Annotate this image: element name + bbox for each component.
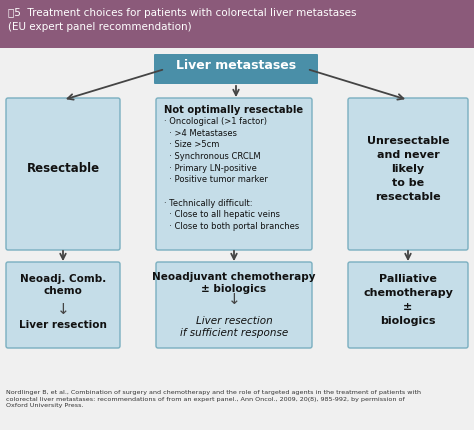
Text: Liver resection
if sufficient response: Liver resection if sufficient response [180, 316, 288, 338]
Text: (EU expert panel recommendation): (EU expert panel recommendation) [8, 22, 191, 32]
Text: Liver resection: Liver resection [19, 320, 107, 330]
Text: Nordlinger B, et al., Combination of surgery and chemotherapy and the role of ta: Nordlinger B, et al., Combination of sur… [6, 390, 421, 408]
Text: 围5  Treatment choices for patients with colorectal liver metastases: 围5 Treatment choices for patients with c… [8, 8, 356, 18]
FancyBboxPatch shape [6, 262, 120, 348]
Text: Resectable: Resectable [27, 163, 100, 175]
FancyBboxPatch shape [348, 262, 468, 348]
Text: Not optimally resectable: Not optimally resectable [164, 105, 303, 115]
Text: Liver metastases: Liver metastases [176, 59, 296, 72]
FancyBboxPatch shape [6, 98, 120, 250]
Text: Unresectable
and never
likely
to be
resectable: Unresectable and never likely to be rese… [367, 136, 449, 202]
Text: Neoadj. Comb.
chemo: Neoadj. Comb. chemo [20, 274, 106, 296]
FancyBboxPatch shape [156, 98, 312, 250]
Text: Neoadjuvant chemotherapy
± biologics: Neoadjuvant chemotherapy ± biologics [152, 272, 316, 295]
Text: · Oncological (>1 factor)
  · >4 Metastases
  · Size >5cm
  · Synchronous CRCLM
: · Oncological (>1 factor) · >4 Metastase… [164, 117, 299, 231]
FancyBboxPatch shape [154, 54, 318, 84]
FancyBboxPatch shape [156, 262, 312, 348]
Text: ↓: ↓ [228, 292, 240, 307]
FancyBboxPatch shape [0, 0, 474, 48]
Text: Palliative
chemotherapy
±
biologics: Palliative chemotherapy ± biologics [363, 274, 453, 326]
Text: ↓: ↓ [56, 302, 69, 317]
FancyBboxPatch shape [348, 98, 468, 250]
